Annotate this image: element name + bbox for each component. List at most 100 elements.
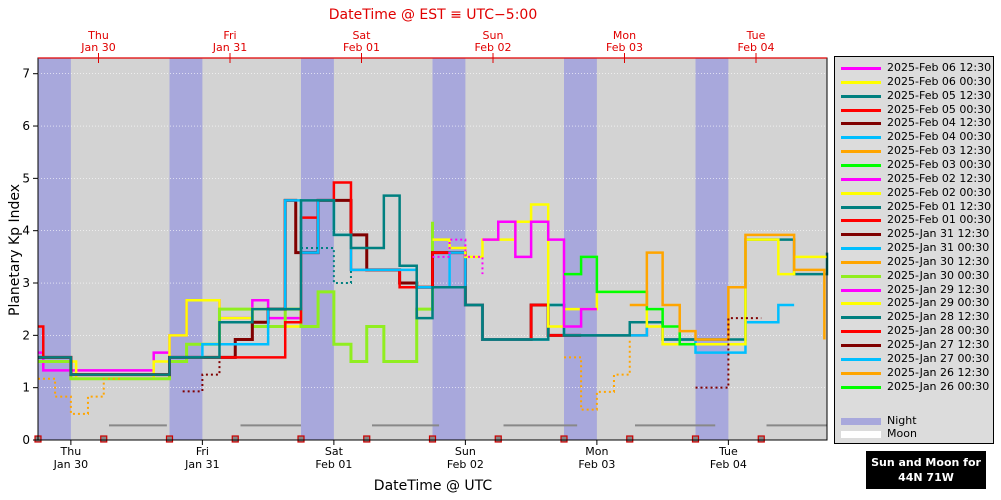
- y-tick-label: 7: [22, 67, 30, 81]
- legend-label: 2025-Feb 06 00:30: [887, 74, 992, 88]
- x-tick-date-label: Feb 03: [578, 458, 615, 471]
- night-band: [38, 58, 71, 440]
- legend-swatch: [841, 163, 881, 167]
- legend-label: 2025-Feb 02 12:30: [887, 171, 992, 185]
- sun-marker: [297, 435, 305, 443]
- kp-series-line: [482, 220, 597, 328]
- legend-swatch: [841, 191, 881, 195]
- y-tick-label: 5: [22, 171, 30, 185]
- y-tick-label: 3: [22, 276, 30, 290]
- top-tick-date-label: Jan 31: [212, 41, 247, 54]
- legend-swatch: [841, 150, 881, 154]
- legend-label: 2025-Feb 01 00:30: [887, 213, 992, 227]
- x-tick-day-label: Tue: [718, 445, 738, 458]
- legend-label: 2025-Feb 02 00:30: [887, 185, 992, 199]
- legend-label: 2025-Jan 30 12:30: [887, 254, 990, 268]
- legend-label: 2025-Jan 28 12:30: [887, 310, 990, 324]
- sun-marker: [626, 435, 634, 443]
- top-tick-day-label: Sun: [483, 29, 504, 42]
- legend-swatch: [841, 247, 881, 251]
- sun-marker: [560, 435, 568, 443]
- legend-label: 2025-Feb 04 12:30: [887, 116, 992, 130]
- legend-swatch: [841, 205, 881, 209]
- legend-swatch: [841, 122, 881, 126]
- kp-series-line: [629, 233, 826, 341]
- sun-markers: [34, 435, 765, 443]
- kp-series-line: [564, 255, 696, 346]
- x-tick-date-label: Feb 01: [315, 458, 352, 471]
- sun-marker: [231, 435, 239, 443]
- sun-marker: [691, 435, 700, 443]
- kp-series-line: [695, 317, 762, 389]
- sun-marker: [757, 435, 765, 443]
- legend-swatch: [841, 302, 881, 306]
- legend-swatch: [841, 316, 881, 320]
- y-tick-label: 4: [22, 224, 30, 238]
- x-tick-day-label: Fri: [196, 445, 209, 458]
- kp-series-line: [38, 377, 121, 415]
- legend-swatch: [841, 233, 881, 237]
- legend-label: 2025-Feb 05 00:30: [887, 102, 992, 116]
- forecast-series: [38, 181, 829, 415]
- legend-swatch: [841, 330, 881, 334]
- legend-swatch: [841, 136, 881, 140]
- top-tick-day-label: Sat: [352, 29, 371, 42]
- top-tick-date-label: Feb 02: [474, 41, 511, 54]
- legend-label: 2025-Jan 27 12:30: [887, 338, 990, 351]
- legend-label: Moon: [887, 427, 917, 440]
- legend-label: 2025-Jan 30 00:30: [887, 268, 990, 282]
- sun-marker: [100, 435, 108, 443]
- legend-swatch: [841, 288, 881, 292]
- x-axis-label: DateTime @ UTC: [374, 478, 493, 494]
- top-tick-date-label: Feb 04: [737, 41, 774, 54]
- legend-swatch: [841, 260, 881, 264]
- sun-moon-title: Sun and Moon for: [871, 456, 981, 469]
- legend-swatch: [841, 385, 881, 389]
- legend-label: 2025-Feb 03 00:30: [887, 157, 992, 171]
- legend-swatch: [841, 219, 881, 223]
- x-tick-day-label: Sat: [325, 445, 344, 458]
- night-band: [695, 58, 729, 440]
- top-tick-day-label: Fri: [223, 29, 236, 42]
- top-tick-date-label: Jan 30: [80, 41, 115, 54]
- legend-label: 2025-Jan 31 00:30: [887, 241, 990, 255]
- chart-title: DateTime @ EST ≡ UTC−5:00: [329, 7, 537, 23]
- sun-moon-location-box: Sun and Moon for 44N 71W: [866, 451, 986, 489]
- sun-moon-location: 44N 71W: [898, 471, 954, 484]
- top-tick-day-label: Mon: [613, 29, 636, 42]
- top-tick-date-label: Feb 03: [606, 41, 643, 54]
- legend-label: Night: [887, 414, 917, 427]
- x-tick-date-label: Feb 04: [710, 458, 747, 471]
- legend-swatch: [841, 357, 881, 361]
- sun-marker: [494, 435, 502, 443]
- legend-label: 2025-Jan 26 12:30: [887, 365, 990, 379]
- sun-marker: [428, 435, 437, 443]
- legend-label: 2025-Jan 26 00:30: [887, 379, 990, 393]
- legend-swatch: [841, 371, 881, 375]
- legend-swatch: [841, 431, 881, 438]
- top-tick-day-label: Thu: [87, 29, 109, 42]
- y-tick-label: 2: [22, 328, 30, 342]
- x-tick-date-label: Jan 31: [184, 458, 219, 471]
- legend-label: 2025-Jan 27 00:30: [887, 351, 990, 365]
- top-tick-date-label: Feb 01: [343, 41, 380, 54]
- legend-label: 2025-Feb 06 12:30: [887, 61, 992, 74]
- x-tick-day-label: Sun: [455, 445, 476, 458]
- legend-label: 2025-Jan 29 00:30: [887, 296, 990, 310]
- kp-series-line: [301, 246, 352, 285]
- legend-label: 2025-Feb 01 12:30: [887, 199, 992, 213]
- legend-label: 2025-Feb 05 12:30: [887, 88, 992, 102]
- legend-swatch: [841, 274, 881, 278]
- legend-swatch: [841, 418, 881, 425]
- legend-swatch: [841, 80, 881, 84]
- legend-label: 2025-Feb 03 12:30: [887, 144, 992, 158]
- y-tick-label: 1: [22, 381, 30, 395]
- legend-label: 2025-Jan 29 12:30: [887, 282, 990, 296]
- kp-series-line: [432, 238, 484, 275]
- sun-marker: [363, 435, 371, 443]
- legend-swatch: [841, 108, 881, 112]
- top-tick-day-label: Tue: [746, 29, 766, 42]
- night-band: [169, 58, 203, 440]
